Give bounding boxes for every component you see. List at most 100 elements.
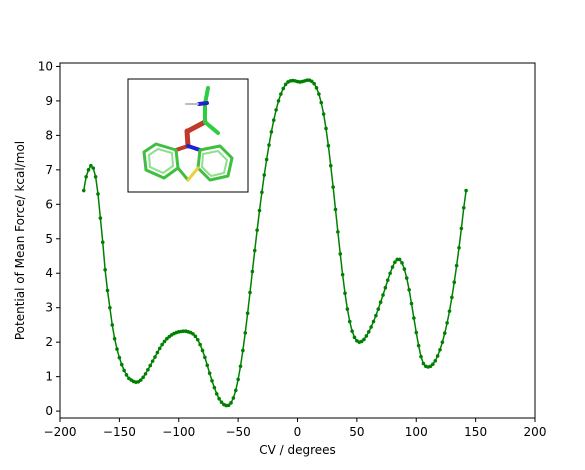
data-point (374, 313, 378, 318)
data-point (438, 347, 442, 352)
data-point (243, 331, 248, 335)
data-point (165, 336, 169, 341)
data-point (464, 188, 468, 193)
data-point (454, 263, 459, 268)
data-point (459, 226, 464, 231)
data-point (409, 301, 414, 306)
data-point (141, 375, 145, 380)
data-point (279, 92, 283, 96)
x-tick-label: 50 (349, 425, 364, 439)
data-point (388, 271, 392, 276)
data-point (157, 346, 162, 351)
data-point (393, 260, 397, 265)
data-point (195, 337, 200, 342)
data-point (364, 334, 369, 338)
data-point (112, 336, 117, 341)
data-point (248, 290, 252, 295)
data-point (461, 205, 466, 210)
data-point (143, 372, 148, 376)
data-point (366, 330, 371, 334)
data-point (148, 363, 153, 368)
data-point (210, 378, 214, 383)
y-tick-label: 1 (45, 370, 53, 384)
data-point (229, 401, 233, 405)
data-point (203, 355, 207, 360)
y-tick-label: 5 (45, 232, 53, 246)
data-point (255, 228, 259, 232)
x-tick-label: 200 (524, 425, 547, 439)
data-point (326, 143, 331, 148)
data-point (385, 278, 390, 282)
data-point (155, 350, 160, 355)
data-point (319, 100, 324, 105)
data-point (404, 276, 409, 280)
data-point (96, 192, 100, 196)
data-point (397, 257, 402, 262)
x-tick-label: 100 (405, 425, 428, 439)
data-point (421, 361, 426, 366)
data-point (84, 174, 88, 179)
data-point (89, 163, 93, 168)
data-point (260, 190, 264, 195)
data-point (428, 364, 433, 369)
data-point (376, 307, 381, 311)
data-point (345, 307, 350, 311)
data-point (267, 143, 271, 147)
data-point (252, 248, 257, 253)
data-point (241, 348, 245, 353)
data-point (452, 280, 457, 285)
data-point (445, 321, 449, 325)
data-point (269, 130, 274, 134)
data-point (402, 267, 407, 271)
data-point (440, 340, 445, 344)
data-point (146, 367, 150, 372)
data-point (193, 334, 198, 339)
data-point (338, 252, 343, 256)
data-point (100, 240, 105, 245)
data-point (281, 86, 286, 91)
data-point (217, 396, 221, 401)
y-tick-label: 7 (45, 163, 53, 177)
data-point (271, 118, 276, 123)
data-point (191, 332, 195, 336)
y-tick-label: 6 (45, 197, 53, 211)
y-tick-label: 0 (45, 404, 53, 418)
data-point (457, 245, 461, 250)
data-point (340, 272, 345, 277)
y-tick-label: 4 (45, 266, 53, 280)
data-point (378, 300, 383, 304)
data-point (214, 392, 219, 396)
x-tick-label: −100 (162, 425, 195, 439)
data-point (238, 364, 243, 369)
x-tick-label: 150 (464, 425, 487, 439)
data-point (274, 108, 278, 112)
molecule-structure-icon (142, 86, 234, 182)
data-point (212, 385, 217, 390)
data-point (162, 339, 167, 344)
data-point (108, 305, 112, 310)
x-axis-label: CV / degrees (259, 443, 336, 457)
data-point (117, 355, 122, 360)
data-point (414, 330, 419, 335)
y-tick-label: 9 (45, 94, 53, 108)
data-point (264, 157, 269, 162)
data-point (119, 362, 124, 367)
data-point (447, 309, 452, 313)
data-point (91, 166, 96, 170)
data-point (435, 354, 440, 358)
data-point (93, 174, 98, 179)
data-point (110, 323, 115, 327)
data-point (122, 368, 126, 373)
data-point (283, 82, 288, 87)
x-tick-label: 0 (294, 425, 302, 439)
y-tick-label: 3 (45, 301, 53, 315)
data-point (103, 267, 107, 272)
data-point (347, 319, 352, 324)
x-tick-label: −200 (44, 425, 77, 439)
data-point (352, 335, 357, 340)
data-point (98, 216, 103, 220)
data-point (207, 371, 212, 375)
data-point (419, 354, 423, 359)
data-point (160, 342, 164, 347)
data-point (309, 79, 314, 84)
